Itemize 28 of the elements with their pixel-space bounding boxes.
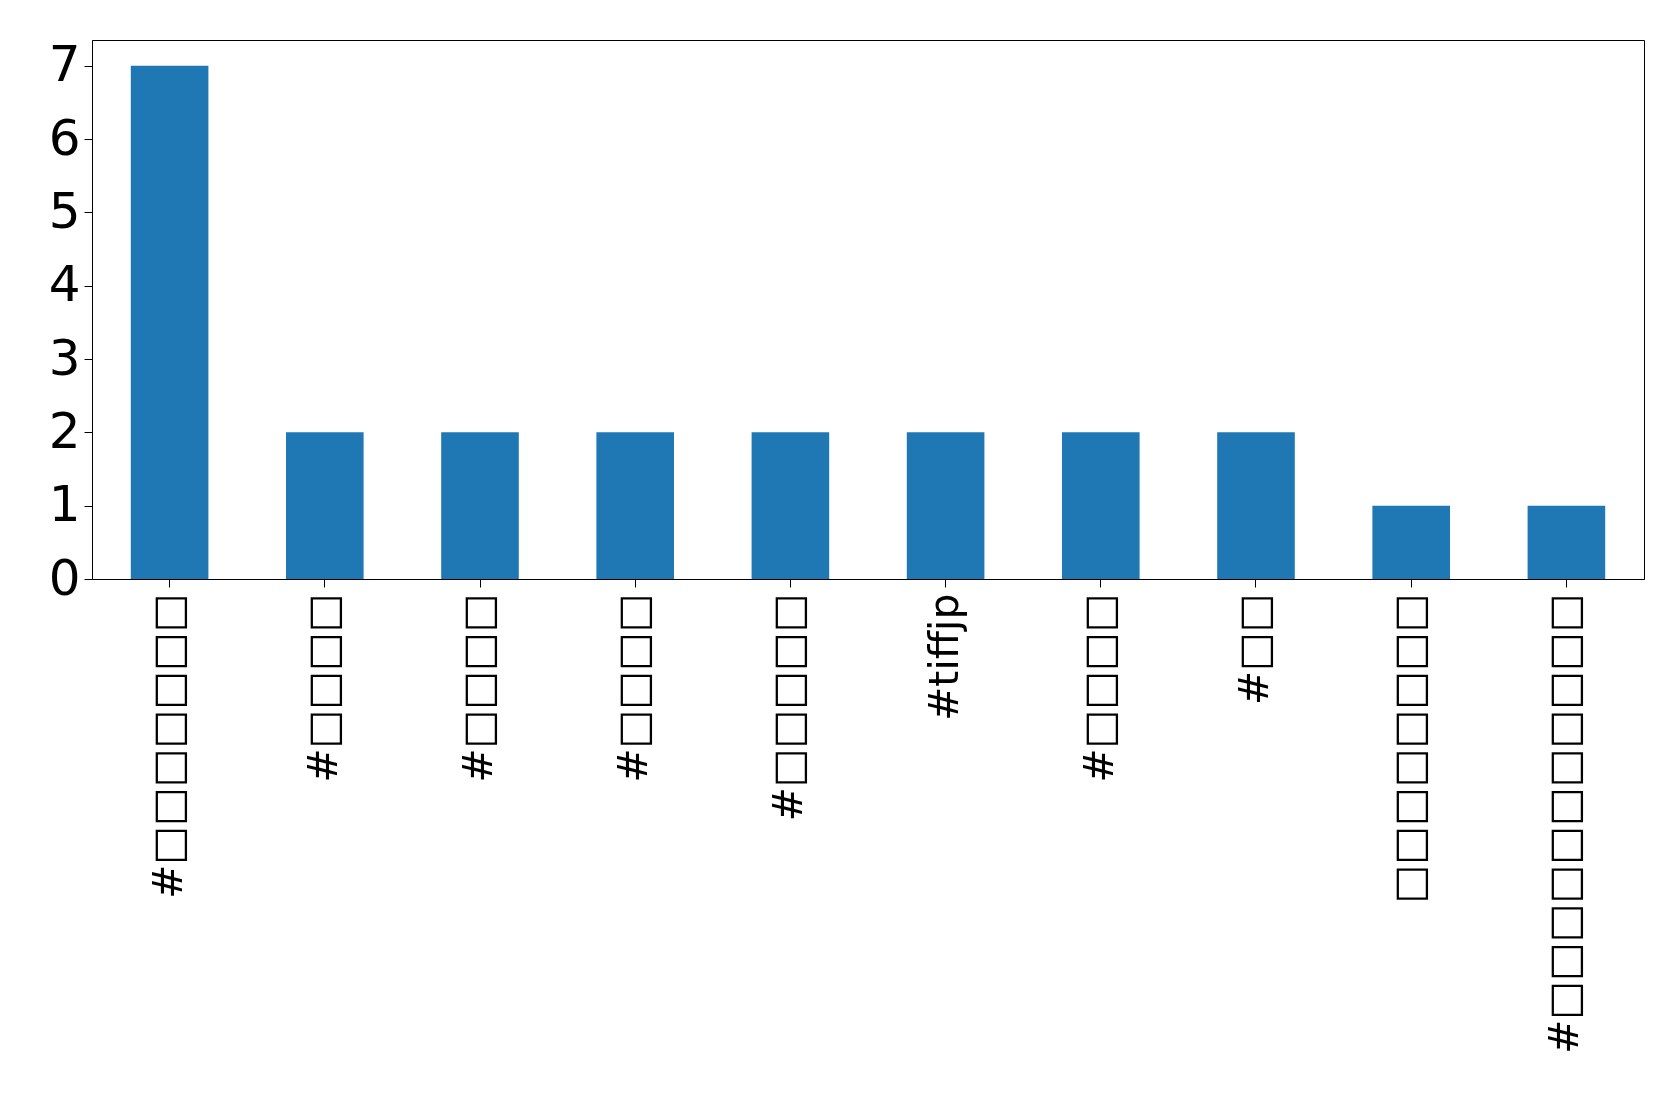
- x-tick-label: #□□□□: [1074, 593, 1123, 783]
- y-tick-label: 3: [48, 328, 81, 387]
- x-tick-label: #□□□□: [609, 593, 658, 783]
- x-tick-label: #□□□□□□□: [143, 593, 192, 900]
- bar: [1527, 505, 1606, 579]
- bar: [441, 432, 519, 579]
- bar: [751, 432, 830, 579]
- x-tick-label: #□□□□: [298, 593, 347, 783]
- bar: [1217, 432, 1295, 579]
- y-tick-label: 2: [48, 401, 81, 460]
- x-tick-label: #□□: [1230, 593, 1278, 706]
- y-tick-label: 1: [48, 475, 81, 534]
- bar: [1372, 505, 1450, 579]
- y-tick-label: 5: [48, 181, 81, 240]
- bar: [596, 432, 674, 579]
- x-tick-label: #□□□□: [454, 593, 502, 783]
- y-tick-label: 7: [48, 35, 81, 94]
- y-tick-label: 4: [48, 255, 81, 314]
- bar: [1062, 432, 1140, 579]
- bar: [286, 432, 364, 579]
- bar: [130, 65, 209, 579]
- x-tick-label: □□□□□□□□: [1385, 593, 1434, 904]
- x-tick-label: #□□□□□: [764, 593, 813, 822]
- x-tick-label: #tiffjp: [919, 593, 968, 721]
- y-tick-label: 6: [48, 108, 81, 167]
- bar: [906, 432, 985, 579]
- y-tick-label: 0: [48, 548, 81, 607]
- x-tick-label: #□□□□□□□□□□□: [1540, 593, 1589, 1054]
